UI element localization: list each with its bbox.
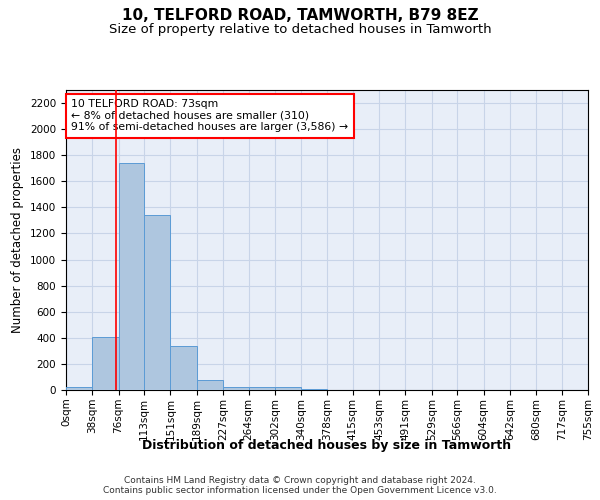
Bar bbox=[248, 388, 275, 390]
Bar bbox=[119, 163, 144, 390]
Text: Size of property relative to detached houses in Tamworth: Size of property relative to detached ho… bbox=[109, 22, 491, 36]
Y-axis label: Number of detached properties: Number of detached properties bbox=[11, 147, 25, 333]
Bar bbox=[170, 346, 197, 390]
Text: 10, TELFORD ROAD, TAMWORTH, B79 8EZ: 10, TELFORD ROAD, TAMWORTH, B79 8EZ bbox=[122, 8, 478, 22]
Text: 10 TELFORD ROAD: 73sqm
← 8% of detached houses are smaller (310)
91% of semi-det: 10 TELFORD ROAD: 73sqm ← 8% of detached … bbox=[71, 99, 349, 132]
Bar bbox=[92, 336, 119, 390]
Bar bbox=[275, 388, 301, 390]
Bar bbox=[144, 215, 170, 390]
Bar bbox=[66, 388, 92, 390]
Text: Distribution of detached houses by size in Tamworth: Distribution of detached houses by size … bbox=[142, 440, 512, 452]
Bar bbox=[197, 380, 223, 390]
Text: Contains HM Land Registry data © Crown copyright and database right 2024.
Contai: Contains HM Land Registry data © Crown c… bbox=[103, 476, 497, 495]
Bar bbox=[223, 386, 248, 390]
